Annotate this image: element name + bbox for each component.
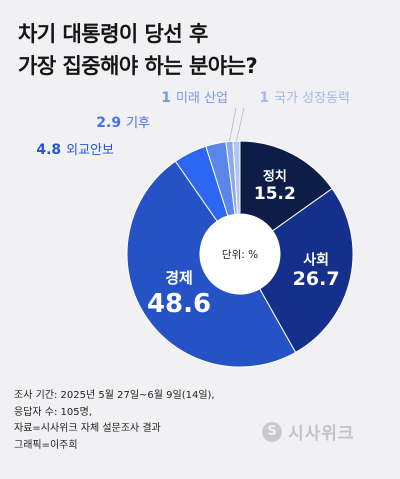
- survey-period: 조사 기간: 2025년 5월 27일~6월 9일(14일),: [14, 390, 215, 401]
- outside-name-4: 외교안보: [66, 143, 114, 158]
- brand-logo: S 시사위크: [262, 419, 355, 444]
- pie-slice-3: [126, 160, 297, 368]
- graphic-credit: 그래픽=이주희: [14, 439, 78, 451]
- outside-label-5: 2.9 기후: [96, 115, 150, 131]
- brand-name: 시사위크: [288, 424, 355, 444]
- outside-value-5: 2.9: [96, 115, 121, 131]
- leader-line-6: [228, 107, 237, 142]
- sisaweek-logo-icon: S: [262, 421, 282, 442]
- unit-label: 단위: %: [222, 248, 258, 261]
- data-source: 자료=시사위크 자체 설문조사 결과: [14, 423, 161, 434]
- pie-slice-7: [232, 140, 241, 215]
- outside-value-6: 1: [161, 90, 171, 106]
- leader-line-7: [236, 107, 245, 142]
- outside-name-5: 기후: [126, 116, 150, 131]
- donut-hole: [200, 214, 280, 294]
- outside-name-6: 미래 산업: [176, 91, 228, 106]
- source-note: 조사 기간: 2025년 5월 27일~6월 9일(14일), 응답자 수: 1…: [14, 388, 215, 454]
- pie-slice-1: [239, 140, 333, 232]
- outside-label-7: 1 국가 성장동력: [259, 90, 350, 106]
- outside-value-7: 1: [259, 90, 269, 106]
- outside-label-4: 4.8 외교안보: [36, 142, 114, 158]
- outside-value-4: 4.8: [36, 142, 61, 158]
- outside-name-7: 국가 성장동력: [274, 91, 350, 106]
- slice-label-3: 경제: [165, 269, 193, 287]
- respondent-count: 응답자 수: 105명,: [14, 406, 92, 418]
- slice-value-3: 48.6: [147, 289, 211, 319]
- outside-label-6: 1 미래 산업: [161, 90, 228, 106]
- slice-label-2: 사회: [303, 252, 329, 268]
- chart-title: 차기 대통령이 당선 후 가장 집중해야 하는 분야는?: [18, 18, 378, 82]
- slice-value-2: 26.7: [293, 268, 340, 290]
- pie-slice-2: [258, 187, 354, 354]
- slice-value-1: 15.2: [254, 184, 296, 204]
- title-line-2: 가장 집중해야 하는 분야는?: [18, 54, 258, 78]
- title-line-1: 차기 대통령이 당선 후: [18, 22, 208, 46]
- slice-label-1: 정치: [263, 169, 287, 185]
